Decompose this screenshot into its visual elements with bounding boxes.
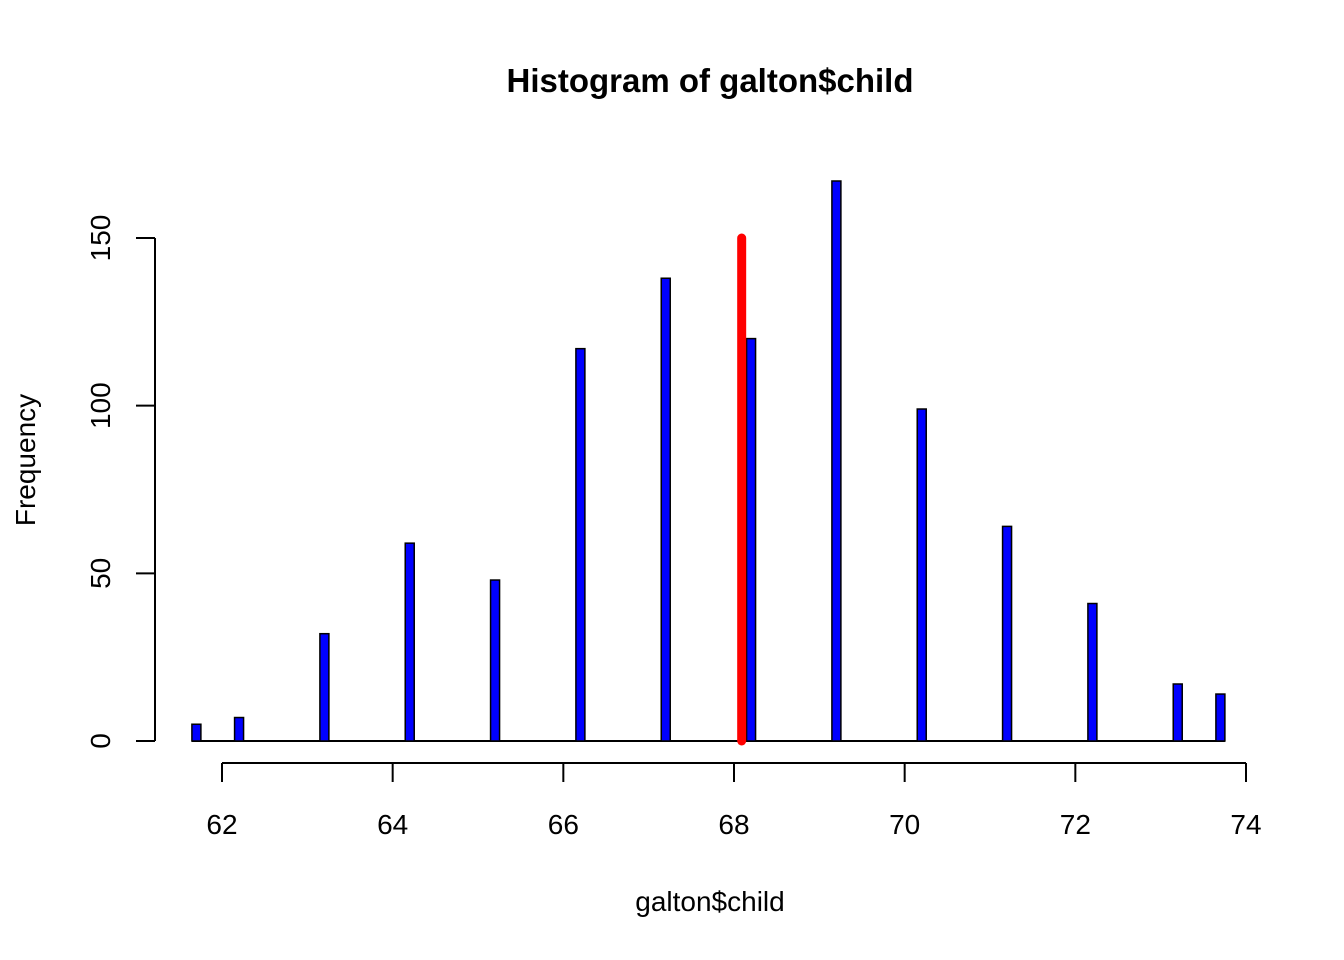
x-tick-label: 70 (889, 809, 920, 840)
histogram-bar (1001, 525, 1013, 742)
histogram-bar (575, 347, 586, 742)
x-tick-label: 64 (377, 809, 408, 840)
histogram-bars (191, 180, 1226, 742)
x-axis: 62 64 66 68 70 72 74 (206, 762, 1262, 840)
histogram-bar (191, 723, 202, 742)
y-tick-label: 0 (85, 733, 116, 749)
y-tick-label: 100 (85, 382, 116, 429)
histogram-bar (916, 408, 927, 742)
x-tick-label: 72 (1060, 809, 1091, 840)
histogram-bar (489, 579, 501, 742)
histogram-bar (319, 632, 330, 742)
y-tick-label: 50 (85, 558, 116, 589)
histogram-bar (404, 542, 415, 742)
y-tick-label: 150 (85, 215, 116, 262)
histogram-bar (745, 337, 757, 742)
x-tick-label: 68 (718, 809, 749, 840)
histogram-bar (831, 180, 842, 742)
x-tick-label: 62 (206, 809, 237, 840)
histogram-bar (1172, 683, 1183, 742)
histogram-bar (233, 716, 245, 742)
y-axis: 0 50 100 150 (85, 215, 156, 749)
chart-title: Histogram of galton$child (506, 62, 913, 99)
histogram-bar (660, 277, 671, 742)
x-tick-label: 66 (548, 809, 579, 840)
histogram-bar (1087, 602, 1098, 742)
histogram-bar (1215, 693, 1226, 742)
x-axis-title: galton$child (635, 886, 784, 917)
x-tick-label: 74 (1230, 809, 1261, 840)
y-axis-title: Frequency (10, 394, 41, 526)
